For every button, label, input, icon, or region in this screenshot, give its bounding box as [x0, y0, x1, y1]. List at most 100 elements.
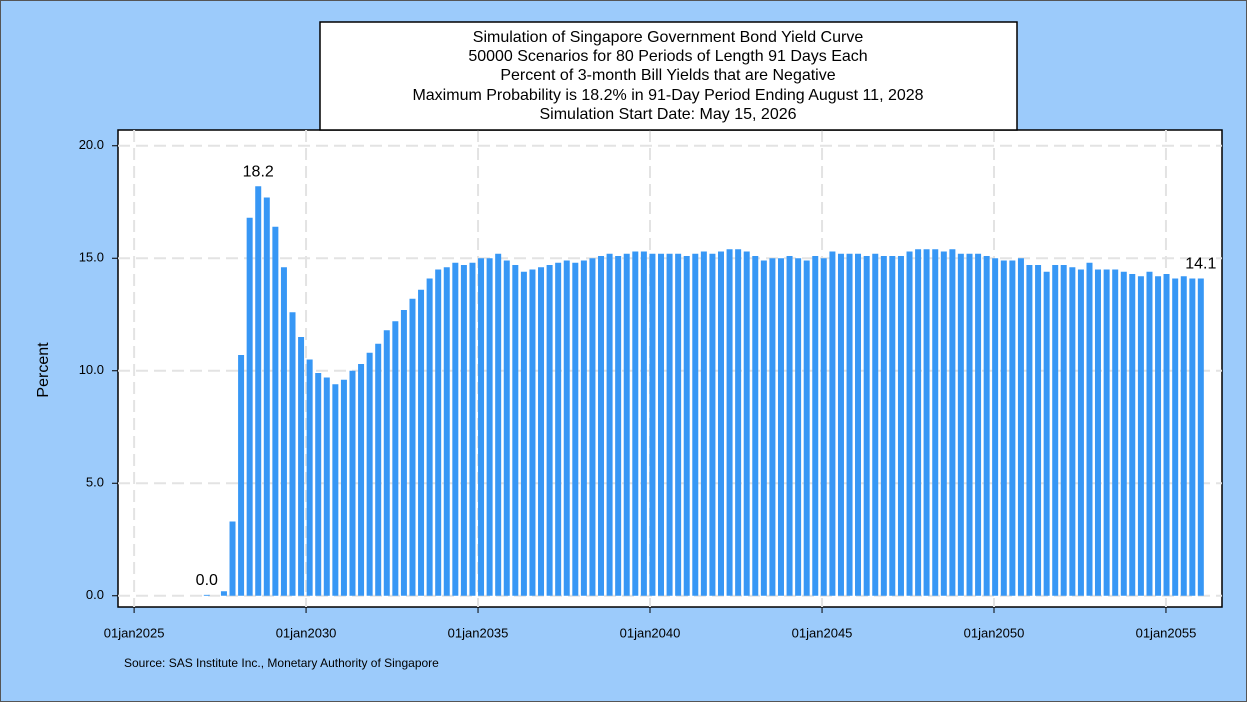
bar: [726, 249, 733, 596]
bar: [872, 253, 879, 596]
bar: [238, 355, 245, 596]
bar: [246, 217, 253, 596]
y-tick-label: 5.0: [86, 475, 104, 490]
bar: [829, 251, 836, 596]
bar: [1069, 267, 1076, 596]
bar: [298, 337, 305, 596]
bar: [1189, 278, 1196, 596]
bar: [1060, 265, 1067, 596]
x-tick-label: 01jan2045: [792, 625, 853, 640]
bar: [383, 330, 390, 596]
bar: [897, 256, 904, 596]
bar: [460, 265, 467, 596]
bar: [1077, 269, 1084, 596]
bar: [1009, 260, 1016, 596]
bar: [675, 253, 682, 596]
bar: [623, 253, 630, 596]
bar: [932, 249, 939, 596]
bar: [735, 249, 742, 596]
bar: [1180, 276, 1187, 596]
bar: [315, 373, 322, 596]
bar: [1000, 260, 1007, 596]
bar: [975, 253, 982, 596]
bar: [692, 253, 699, 596]
bar: [777, 258, 784, 596]
bar: [529, 269, 536, 596]
bar: [855, 253, 862, 596]
bar: [503, 260, 510, 596]
value-label: 14.1: [1185, 256, 1216, 273]
bar: [915, 249, 922, 596]
bar: [1017, 258, 1024, 596]
chart-subtitle: Percent of 3-month Bill Yields that are …: [500, 67, 835, 84]
y-axis-label: Percent: [35, 342, 52, 398]
bar: [520, 271, 527, 596]
bar: [280, 267, 287, 596]
bar: [323, 377, 330, 596]
bar: [1163, 274, 1170, 596]
bar: [957, 253, 964, 596]
bar: [743, 251, 750, 596]
bar: [229, 521, 236, 596]
bar: [512, 265, 519, 596]
bar: [1086, 262, 1093, 596]
x-tick-label: 01jan2035: [448, 625, 509, 640]
x-tick-label: 01jan2025: [104, 625, 165, 640]
x-tick-label: 01jan2055: [1136, 625, 1197, 640]
bar: [400, 310, 407, 596]
bar: [306, 359, 313, 596]
bar: [495, 253, 502, 596]
bar: [717, 251, 724, 596]
bar: [863, 256, 870, 596]
chart-subtitle: 50000 Scenarios for 80 Periods of Length…: [468, 48, 867, 65]
bar: [598, 256, 605, 596]
bar: [563, 260, 570, 596]
bar: [435, 269, 442, 596]
chart-subtitle: Simulation Start Date: May 15, 2026: [539, 106, 796, 123]
bar: [786, 256, 793, 596]
bar: [966, 253, 973, 596]
bar: [940, 251, 947, 596]
bar: [632, 251, 639, 596]
y-tick-label: 20.0: [79, 137, 104, 152]
bar: [272, 226, 279, 596]
bar: [1137, 276, 1144, 596]
bar: [478, 258, 485, 596]
bar: [760, 260, 767, 596]
value-label: 18.2: [243, 163, 274, 180]
bar: [1103, 269, 1110, 596]
bar: [606, 253, 613, 596]
bar: [1146, 271, 1153, 596]
bar: [572, 262, 579, 596]
bar: [752, 256, 759, 596]
value-label: 0.0: [196, 572, 218, 589]
bar: [443, 267, 450, 596]
bar: [203, 594, 210, 596]
bar: [923, 249, 930, 596]
bar: [846, 253, 853, 596]
bar: [1112, 269, 1119, 596]
bar: [546, 265, 553, 596]
bar: [949, 249, 956, 596]
y-tick-label: 15.0: [79, 250, 104, 265]
bar: [349, 370, 356, 596]
bar: [906, 251, 913, 596]
bar: [837, 253, 844, 596]
bar: [340, 379, 347, 596]
x-tick-label: 01jan2030: [276, 625, 337, 640]
bar: [640, 251, 647, 596]
bar: [880, 256, 887, 596]
bar: [820, 258, 827, 596]
y-tick-label: 0.0: [86, 587, 104, 602]
bar: [1120, 271, 1127, 596]
bar: [366, 352, 373, 596]
bar: [452, 262, 459, 596]
bar: [555, 262, 562, 596]
bar: [658, 253, 665, 596]
bars: [203, 186, 1204, 596]
bar: [1172, 278, 1179, 596]
bar: [263, 197, 270, 596]
bar: [803, 260, 810, 596]
bar: [615, 256, 622, 596]
